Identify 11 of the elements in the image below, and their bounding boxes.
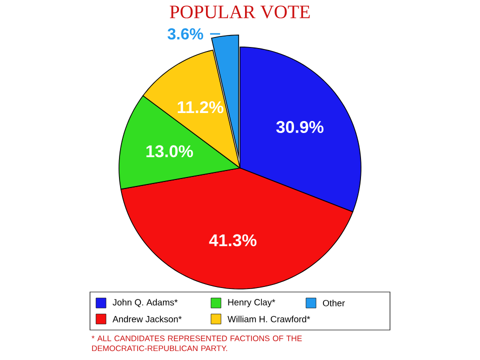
legend-label: Other bbox=[322, 300, 345, 306]
chart-title: POPULAR VOTE bbox=[170, 6, 310, 18]
legend-label: William H. Crawford* bbox=[228, 316, 310, 322]
data-label: 13.0% bbox=[146, 145, 193, 158]
data-label: 11.2% bbox=[178, 101, 224, 114]
legend-label: Henry Clay* bbox=[228, 298, 276, 308]
legend-label: Andrew Jackson* bbox=[112, 316, 182, 322]
legend-label: John Q. Adams* bbox=[112, 298, 178, 308]
data-label: 41.3% bbox=[209, 234, 256, 246]
data-label: 3.6% bbox=[168, 28, 204, 40]
data-label: 30.9% bbox=[276, 120, 324, 134]
